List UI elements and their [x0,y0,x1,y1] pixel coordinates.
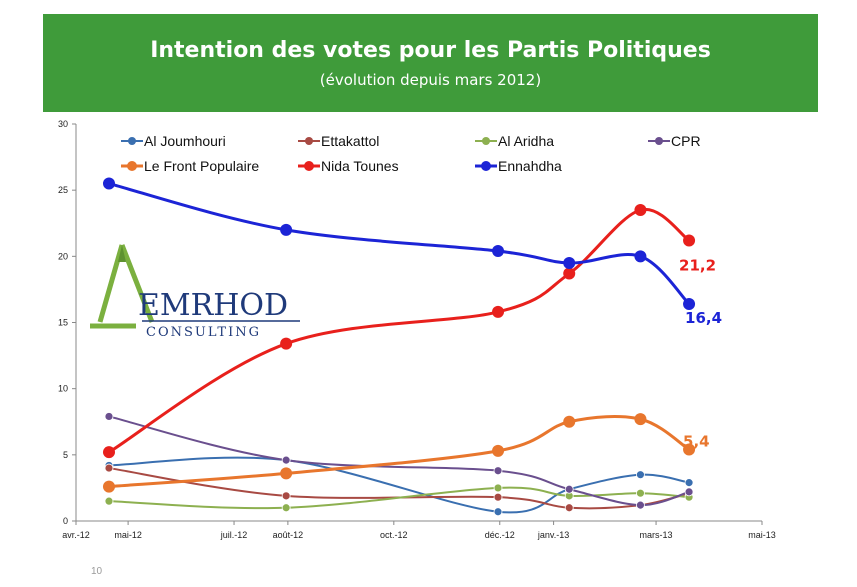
legend-label: CPR [671,133,701,149]
y-tick-label: 25 [58,185,68,195]
legend-item-al-aridha: Al Aridha [475,133,554,149]
data-point [102,177,115,190]
page-title: Intention des votes pour les Partis Poli… [150,38,711,63]
legend-label: Nida Tounes [321,158,399,174]
data-point [563,415,576,428]
y-tick-label: 30 [58,119,68,129]
x-tick-label: janv.-13 [537,530,569,540]
data-point [281,491,291,501]
data-point [492,444,505,457]
data-label: 21,2 [679,256,716,274]
chart-legend: Al Joumhouri Ettakattol Al Aridha CPR Le Fro… [121,133,701,174]
logo-pyramid-mark [90,244,155,329]
y-tick-label: 15 [58,318,68,328]
series-nida-tounes [102,204,696,459]
legend-item-ennahdha: Ennahdha [475,158,562,174]
legend-marker [481,161,491,171]
data-point [281,455,291,465]
data-point [564,503,574,513]
data-label: 5,4 [683,433,710,451]
data-point [280,223,293,236]
chart-series [102,177,696,517]
emrhod-logo: EMRHOD CONSULTING [80,224,318,354]
logo-name: EMRHOD [138,288,288,323]
data-point [102,480,115,493]
data-point [280,337,293,350]
series-line-al-joumhouri [108,456,690,514]
x-tick-label: mai-13 [748,530,776,540]
legend-item-cpr: CPR [648,133,701,149]
legend-marker [304,161,314,171]
legend-item-le-front-populaire: Le Front Populaire [121,158,259,174]
series-line-le-front-populaire [108,415,690,489]
data-point [683,443,696,456]
series-ennahdha [102,177,696,310]
legend-label: Ennahdha [498,158,562,174]
y-tick-label: 20 [58,251,68,261]
x-tick-label: mars-13 [640,530,673,540]
data-point [684,487,694,497]
legend-marker [127,161,137,171]
data-point [104,496,114,506]
page-number: 10 [91,566,103,577]
legend-item-al-joumhouri: Al Joumhouri [121,133,226,149]
data-point [683,234,696,247]
data-label: 16,4 [685,309,722,327]
series-al-aridha [104,483,694,513]
series-line-cpr [108,415,690,507]
legend-label: Al Joumhouri [144,133,226,149]
data-point [493,466,503,476]
page-subtitle: (évolution depuis mars 2012) [319,71,542,89]
y-tick-label: 0 [63,516,68,526]
x-tick-label: mai-12 [114,530,142,540]
data-point [564,484,574,494]
data-point [104,412,114,421]
series-line-ettakattol [108,467,690,510]
data-point [493,483,503,493]
chart-annotations: 21,2 16,4 5,4 [679,256,722,450]
data-point [280,467,293,480]
logo-pyramid-tip [118,245,126,262]
legend-label: Le Front Populaire [144,158,259,174]
x-tick-label: août-12 [273,530,304,540]
x-tick-label: oct.-12 [380,530,408,540]
legend-marker [482,137,490,145]
chart-axes: 0 5 10 15 20 25 30 avr.-12 mai-12 juil.-12 août-12… [58,119,776,540]
data-point [636,470,645,480]
data-point [563,267,576,280]
data-point [634,413,647,426]
x-tick-label: juil.-12 [220,530,248,540]
y-tick-label: 5 [63,450,68,460]
logo-tagline: CONSULTING [146,325,261,340]
data-point [636,488,645,498]
data-point [493,492,503,502]
data-point [634,204,647,217]
data-point [684,478,694,488]
title-banner: Intention des votes pour les Partis Poli… [43,14,818,112]
series-cpr [104,412,694,510]
legend-marker [655,137,663,145]
data-point [563,256,576,269]
data-point [281,503,291,513]
data-point [102,446,115,459]
x-tick-label: avr.-12 [62,530,90,540]
data-point [683,297,696,310]
legend-label: Al Aridha [498,133,554,149]
series-le-front-populaire [102,413,696,493]
legend-item-ettakattol: Ettakattol [298,133,379,149]
y-tick-label: 10 [58,384,68,394]
data-point [492,245,505,258]
data-point [493,507,503,517]
line-chart: EMRHOD CONSULTING 0 5 10 15 20 25 30 avr.-12 mai… [58,119,776,540]
legend-label: Ettakattol [321,133,379,149]
data-point [492,305,505,318]
x-tick-label: déc.-12 [485,530,515,540]
data-point [636,500,645,510]
legend-marker [128,137,136,145]
data-point [104,463,114,473]
legend-item-nida-tounes: Nida Tounes [298,158,399,174]
legend-marker [305,137,313,145]
data-point [634,250,647,263]
